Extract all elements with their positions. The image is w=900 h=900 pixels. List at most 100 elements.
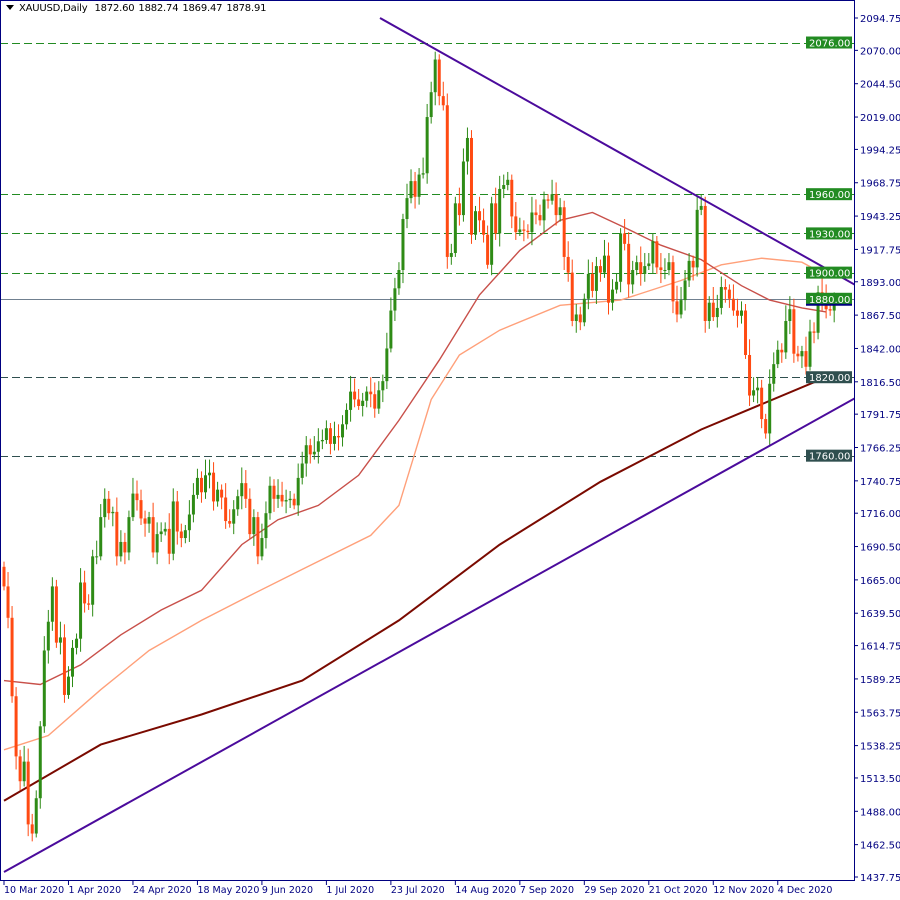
candle bbox=[46, 609, 50, 664]
candle-body bbox=[739, 310, 743, 316]
candle bbox=[171, 488, 175, 561]
candle-body bbox=[393, 288, 397, 311]
candle-body bbox=[417, 174, 421, 197]
candle-body bbox=[607, 255, 610, 303]
y-tick-label: 1614.75 bbox=[860, 642, 900, 653]
candle-body bbox=[369, 391, 373, 395]
candle-body bbox=[570, 272, 574, 322]
candle-body bbox=[659, 267, 663, 271]
candle-body bbox=[457, 203, 461, 216]
candle-body bbox=[619, 233, 623, 282]
candle-body bbox=[316, 441, 320, 452]
candle bbox=[623, 219, 627, 251]
candle-body bbox=[679, 300, 683, 315]
level-label-bg bbox=[806, 188, 852, 201]
candle bbox=[58, 621, 62, 655]
candle bbox=[341, 415, 345, 447]
candle bbox=[498, 175, 502, 247]
candle bbox=[361, 392, 365, 417]
candle bbox=[83, 570, 87, 613]
candle bbox=[75, 633, 79, 655]
candle-body bbox=[582, 298, 586, 323]
ohlc-close: 1878.91 bbox=[226, 3, 267, 14]
candle bbox=[369, 377, 373, 408]
candle bbox=[159, 522, 163, 542]
candle-body bbox=[542, 199, 546, 221]
candle bbox=[723, 279, 727, 303]
candle-body bbox=[631, 270, 635, 285]
candle bbox=[62, 624, 66, 703]
candle-body bbox=[272, 485, 276, 499]
candle-body bbox=[409, 181, 413, 199]
candle-body bbox=[284, 500, 288, 502]
candle-body bbox=[651, 241, 655, 264]
candle-body bbox=[2, 566, 6, 587]
candle-body bbox=[232, 509, 236, 524]
candle-body bbox=[167, 528, 171, 554]
x-tick-label: 23 Jul 2020 bbox=[391, 885, 445, 896]
candle bbox=[95, 540, 99, 565]
candle bbox=[87, 594, 91, 610]
y-tick-label: 1791.75 bbox=[860, 410, 900, 421]
candle-body bbox=[518, 229, 522, 233]
trendline-support bbox=[3, 397, 854, 873]
candle bbox=[687, 253, 691, 288]
candle bbox=[10, 606, 14, 703]
x-tick-label: 12 Nov 2020 bbox=[713, 885, 774, 896]
candle-body bbox=[482, 220, 486, 235]
candle bbox=[486, 225, 490, 269]
dropdown-triangle-icon[interactable] bbox=[6, 5, 14, 10]
candle bbox=[115, 497, 119, 566]
level-label: 2076.00 bbox=[809, 39, 850, 50]
candle-body bbox=[421, 173, 425, 175]
candle bbox=[42, 636, 46, 733]
candle bbox=[381, 374, 385, 403]
candle-body bbox=[34, 798, 38, 834]
candle bbox=[627, 232, 631, 298]
candle bbox=[336, 424, 340, 451]
candle bbox=[542, 191, 546, 233]
candle-body bbox=[465, 137, 469, 162]
candle-body bbox=[373, 394, 377, 409]
moving-average-ma_fast bbox=[3, 211, 827, 686]
candle bbox=[260, 523, 264, 561]
candle bbox=[659, 253, 663, 284]
candle bbox=[71, 640, 75, 688]
x-tick-label: 14 Aug 2020 bbox=[455, 885, 516, 896]
candle bbox=[546, 194, 550, 209]
candle bbox=[155, 522, 159, 565]
candle-body bbox=[735, 310, 739, 316]
candle bbox=[671, 255, 675, 314]
candle-body bbox=[385, 348, 389, 382]
candle bbox=[566, 241, 570, 282]
candle bbox=[538, 204, 542, 226]
level-label: 1960.00 bbox=[809, 190, 850, 201]
candle bbox=[812, 322, 816, 344]
candle-body bbox=[715, 307, 719, 318]
candle-body bbox=[320, 439, 324, 442]
level-label: 1880.00 bbox=[809, 295, 850, 306]
candle-body bbox=[695, 209, 699, 268]
y-tick-label: 1917.75 bbox=[860, 245, 900, 256]
candle bbox=[772, 352, 776, 392]
candle bbox=[453, 196, 457, 257]
candle-body bbox=[87, 603, 91, 605]
candle bbox=[389, 297, 393, 353]
candle bbox=[22, 745, 26, 787]
candle bbox=[429, 81, 433, 124]
candle-body bbox=[256, 517, 260, 557]
candle bbox=[385, 332, 389, 389]
candle bbox=[510, 174, 514, 229]
candle bbox=[308, 438, 312, 464]
y-tick-label: 1740.75 bbox=[860, 477, 900, 488]
candle bbox=[248, 488, 252, 540]
candle bbox=[615, 273, 619, 294]
y-tick-label: 2019.00 bbox=[860, 113, 900, 124]
candle-body bbox=[494, 203, 498, 234]
candle-body bbox=[187, 514, 191, 531]
candle bbox=[183, 524, 187, 544]
candle-body bbox=[635, 262, 639, 271]
candle bbox=[179, 523, 183, 548]
candle-body bbox=[804, 351, 808, 367]
